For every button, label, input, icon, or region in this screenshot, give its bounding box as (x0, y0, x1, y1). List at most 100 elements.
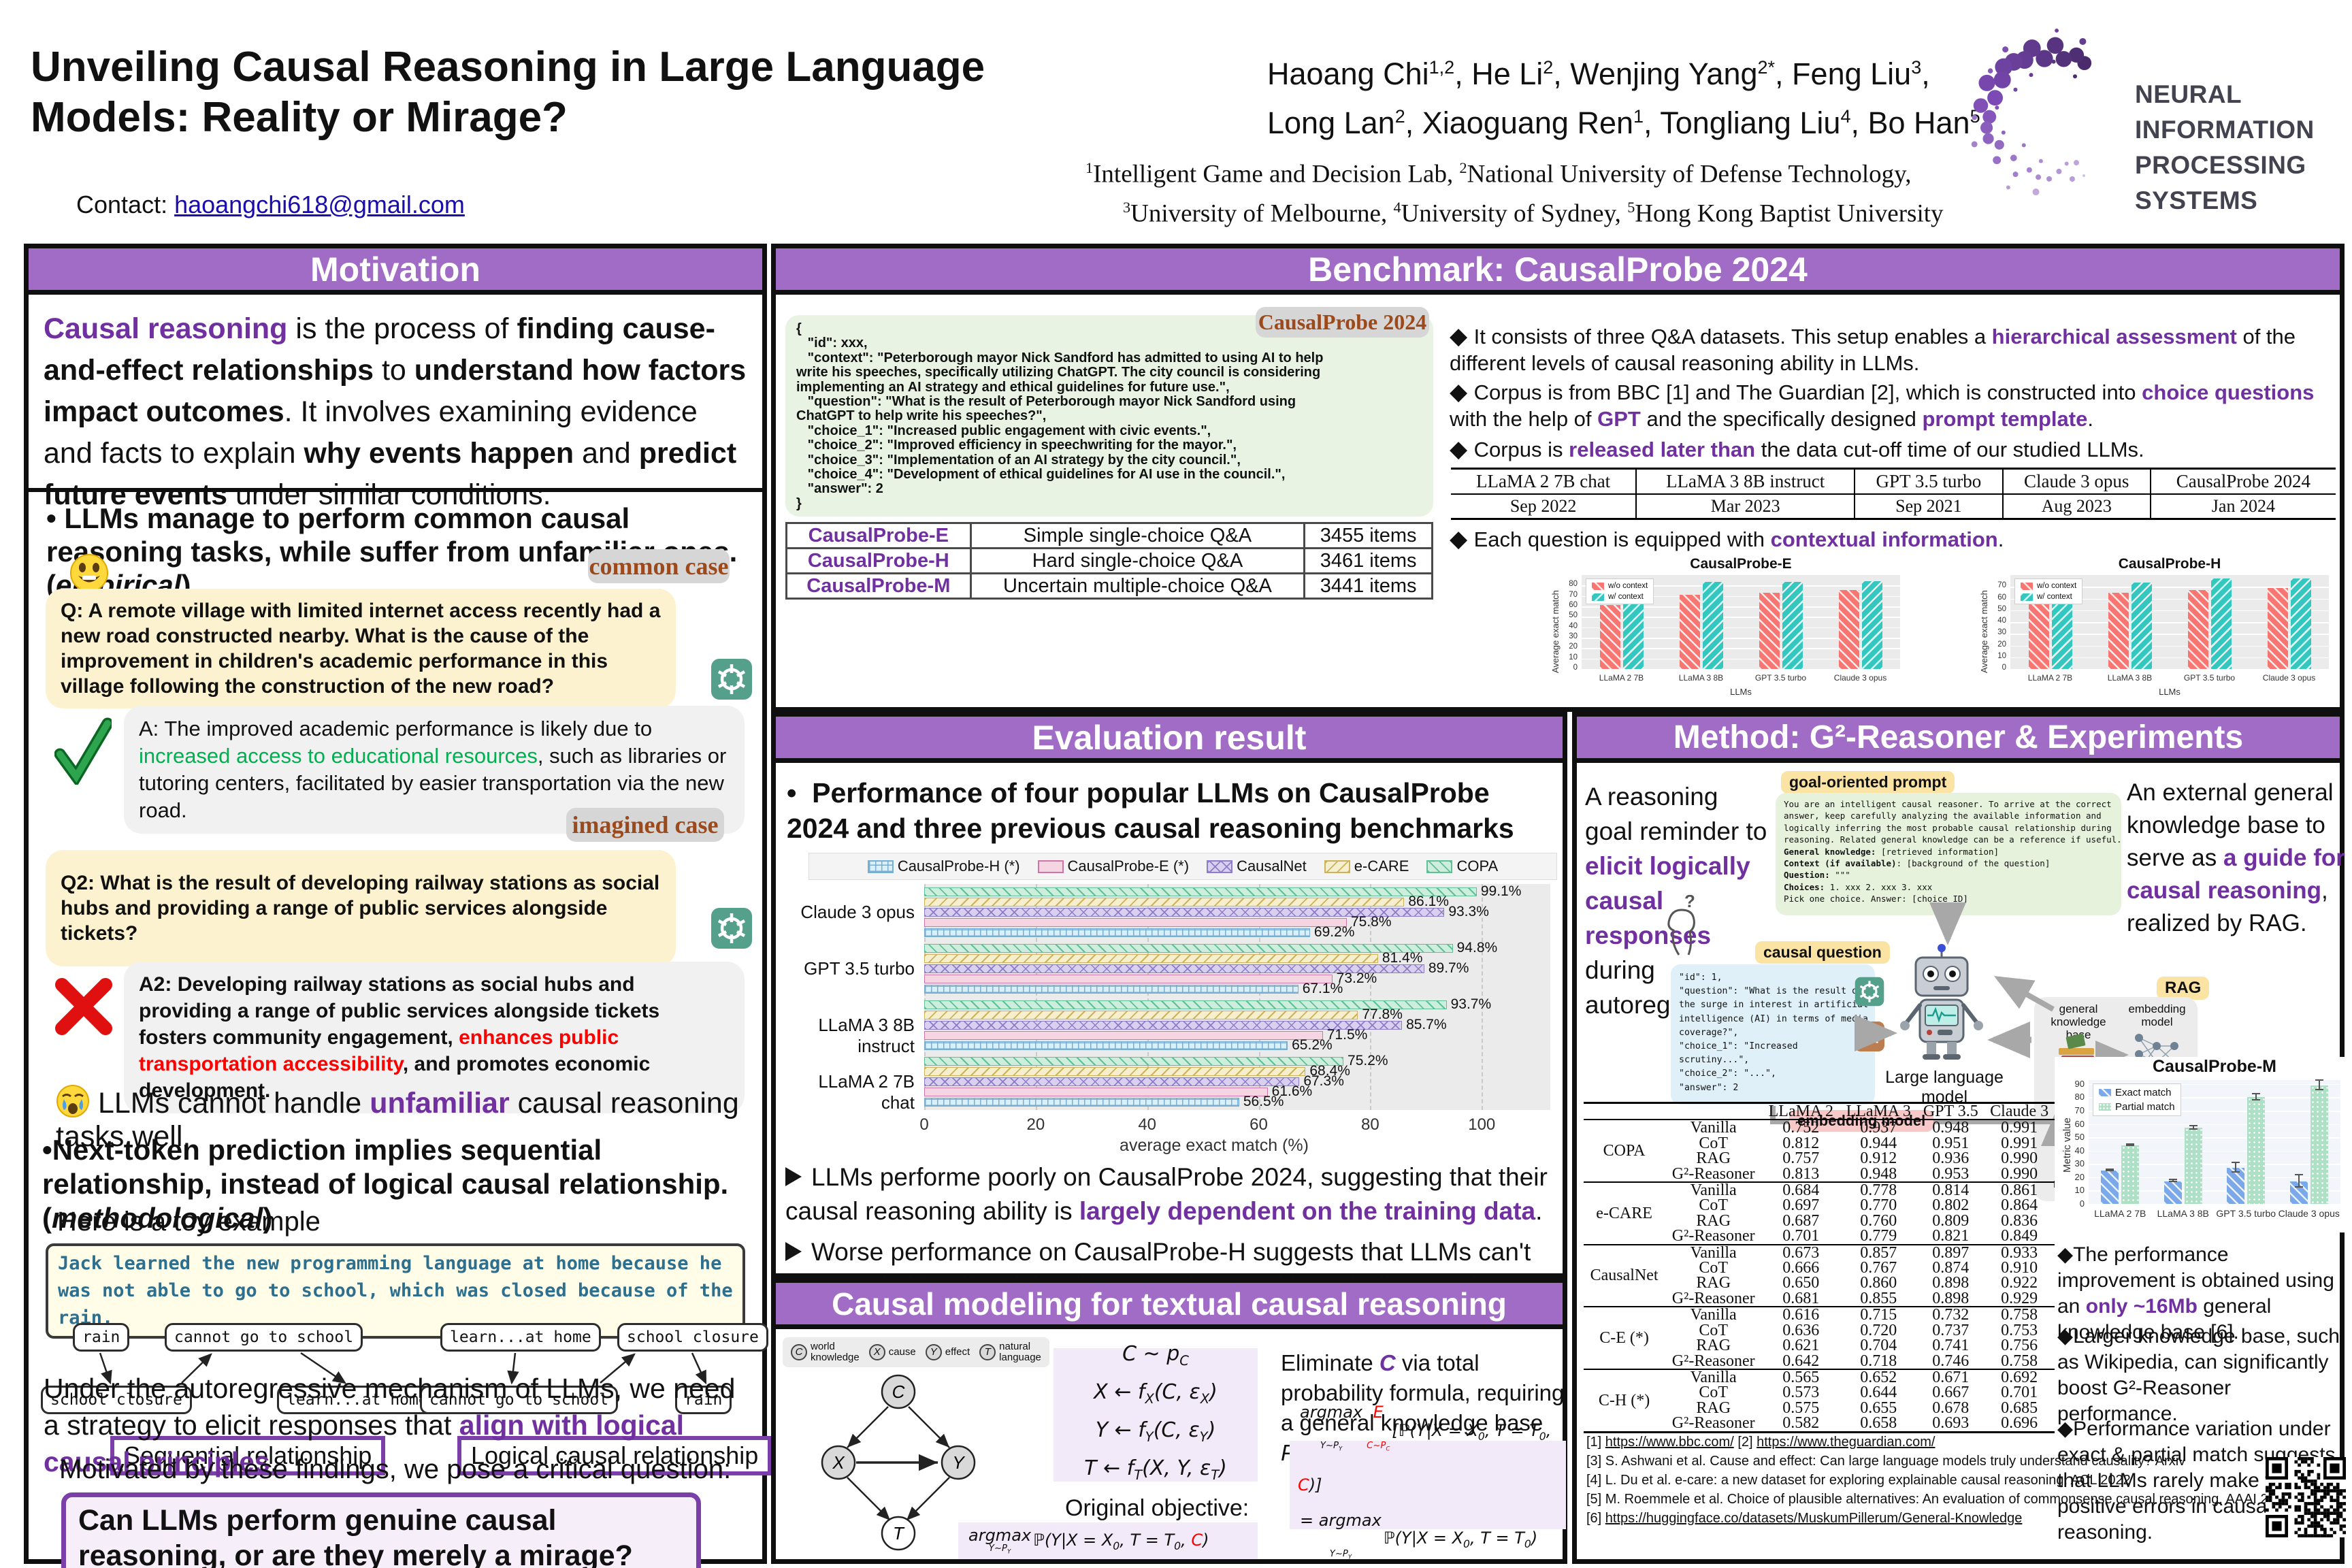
x-axis-label: LLMs (1730, 687, 1752, 697)
error-bar (2318, 1081, 2320, 1090)
model-label: LLaMA 2 7B chat (818, 1071, 915, 1113)
cross-icon (55, 978, 112, 1035)
x-category-label: GPT 3.5 turbo (2216, 1208, 2276, 1219)
critical-question-box: Can LLMs perform genuine causal reasonin… (61, 1492, 701, 1568)
authors-line1: Haoang Chi1,2, He Li2, Wenjing Yang2*, F… (1267, 56, 1930, 91)
chart-legend: Exact match Partial match (2093, 1083, 2181, 1116)
dataset-table: CausalProbe-E Simple single-choice Q&A 345… (785, 522, 1433, 600)
bar (2131, 583, 2152, 669)
error-bar (2192, 1126, 2194, 1130)
y-axis-label: Average exact match (1979, 590, 1989, 673)
evaluation-bullet-head: • Performance of four popular LLMs on Ca… (787, 777, 1514, 879)
chart-title: CausalProbe-E (1690, 556, 1792, 572)
bar (924, 1098, 1239, 1107)
scm-equation: C ~ pC (1122, 1342, 1189, 1369)
results-row: G²-Reasoner 0.642 0.718 0.746 0.758 (1671, 1352, 2038, 1370)
bar-value-label: 93.7% (1450, 996, 1492, 1012)
causalprobe-h-chart: CausalProbe-H 0 10 20 30 40 50 60 70 LLaMA 2 7B LL… (1972, 556, 2334, 700)
svg-text:?: ? (1684, 895, 1695, 911)
original-formula-box: argmax Y~PY ℙ(Y|X = X0, T = T0, C) (958, 1522, 1258, 1559)
benchmark-bullet: ◆ Each question is equipped with context… (1450, 526, 2004, 552)
results-table: LLaMA 2 LLaMA 3 GPT 3.5 Claude 3 COPA Vanilla… (1584, 1102, 2055, 1433)
affil-line2: 3University of Melbourne, 4University of… (1123, 199, 1944, 228)
arrow-bullet-icon (785, 1167, 802, 1186)
bar-value-label: 77.8% (1362, 1007, 1403, 1022)
results-row: CoT 0.636 0.720 0.737 0.753 (1699, 1321, 2038, 1339)
reference-link[interactable]: https://www.theguardian.com/ (1757, 1435, 1936, 1450)
results-row: COPA Vanilla 0.752 0.937 0.948 0.991 (1584, 1119, 2055, 1183)
bar (2163, 1181, 2182, 1204)
evaluation-header: Evaluation result (776, 717, 1563, 763)
x-category-label: Claude 3 opus (1833, 673, 1887, 683)
bar-value-label: 85.7% (1406, 1017, 1447, 1032)
reference-link[interactable]: https://www.bbc.com/ (1605, 1435, 1734, 1450)
node: rain (73, 1323, 130, 1352)
references: [1] https://www.bbc.com/ [2] https://www… (1586, 1433, 2290, 1528)
x-category-label: LLaMA 2 7B (1599, 673, 1644, 683)
node: school closure (41, 1386, 192, 1414)
results-row: CoT 0.666 0.767 0.874 0.910 (1699, 1259, 2038, 1277)
bar (924, 1031, 1323, 1040)
x-category-label: GPT 3.5 turbo (2183, 673, 2236, 683)
results-row: CoT 0.697 0.770 0.802 0.864 (1699, 1196, 2038, 1215)
causalprobe-e-chart: CausalProbe-E 0 10 20 30 40 50 60 70 80 LLaMA 2 7B… (1544, 556, 1906, 700)
check-icon (54, 717, 112, 785)
bar (2227, 1168, 2245, 1204)
gpt-icon (711, 659, 752, 700)
causalprobe-m-chart: CausalProbe-M 0 10 20 30 40 50 60 70 80 90 LLaMA 2 … (2055, 1057, 2346, 1232)
scm-equations: C ~ pC X ← fX(C, εX) Y ← fY(C, εY) T ← fT(X… (1054, 1342, 1258, 1483)
results-row: G²-Reasoner 0.701 0.779 0.821 0.849 (1671, 1227, 2038, 1245)
evaluation-bullet: LLMs performe poorly on CausalProbe 2024… (785, 1163, 1548, 1225)
bar (924, 928, 1310, 937)
bar-value-label: 89.7% (1428, 960, 1469, 976)
a2-bubble: A2: Developing railway stations as socia… (124, 962, 745, 1113)
x-category-label: LLaMA 3 8B (2157, 1208, 2209, 1219)
reference-link[interactable]: https://huggingface.co/datasets/MuskumPi… (1605, 1511, 2023, 1526)
method-header: Method: G²-Reasoner & Experiments (1577, 717, 2340, 763)
bar (924, 1088, 1268, 1096)
q1-bubble: Q: A remote village with limited interne… (46, 589, 676, 708)
scm-equation: Y ← fY(C, εY) (1095, 1418, 1216, 1445)
error-bar (2235, 1163, 2237, 1173)
causalprobe-tag: CausalProbe 2024 (1256, 307, 1429, 338)
results-row: RAG 0.575 0.655 0.678 0.685 (1696, 1399, 2038, 1417)
eliminate-text: Eliminate C via total probability formul… (1281, 1350, 1565, 1469)
bar (924, 918, 1347, 927)
model-label: LLaMA 3 8B instruct (818, 1014, 915, 1056)
results-row: RAG 0.687 0.760 0.809 0.836 (1696, 1211, 2038, 1230)
gpt-icon (711, 908, 752, 949)
contact-label: Contact: (76, 191, 175, 218)
logo-text-1: NEURAL INFORMATION (2135, 80, 2315, 144)
contact-email-link[interactable]: haoangchi618@gmail.com (174, 191, 465, 218)
y-axis-label: Metric value (2061, 1117, 2073, 1173)
sequential-label: Sequential relationship (110, 1436, 386, 1475)
bar (924, 975, 1333, 983)
bar (924, 964, 1424, 973)
bar (2210, 578, 2232, 669)
bar-value-label: 99.1% (1480, 883, 1522, 899)
paper-title: Unveiling Causal Reasoning in Large Lang… (31, 44, 985, 141)
chart-legend: CausalProbe-H (*) CausalProbe-E (*) Causal… (808, 853, 1557, 880)
reference-line: [5] M. Roemmele et al. Choice of plausib… (1586, 1492, 2290, 1507)
reference-line: [4] L. Du et al. e-care: a new dataset f… (1586, 1473, 2131, 1488)
model-label: Claude 3 opus (800, 901, 915, 922)
bar-value-label: 61.6% (1271, 1083, 1313, 1099)
modeling-header: Causal modeling for textual causal reaso… (776, 1283, 1563, 1329)
gpt-icon (1855, 977, 1884, 1007)
node: rain (675, 1386, 732, 1414)
svg-text:T: T (893, 1523, 905, 1544)
common-case-badge: common case (588, 549, 730, 583)
bar (924, 887, 1477, 896)
formula-line: argmax Y~PY E C~PC [ℙ(Y|X = X0, T = T0, C)] (1298, 1403, 1552, 1494)
cutoff-table: LLaMA 2 7B chat LLaMA 3 8B instruct GPT 3.… (1451, 468, 2336, 520)
bar-value-label: 73.2% (1336, 970, 1377, 986)
smiley-icon (70, 554, 108, 592)
bar (1782, 582, 1803, 669)
motivated-line: Motivated by these findings, we pose a c… (59, 1454, 732, 1484)
error-bar (2255, 1094, 2257, 1101)
svg-text:Y: Y (952, 1452, 965, 1473)
x-category-label: LLaMA 2 7B (2027, 673, 2073, 683)
